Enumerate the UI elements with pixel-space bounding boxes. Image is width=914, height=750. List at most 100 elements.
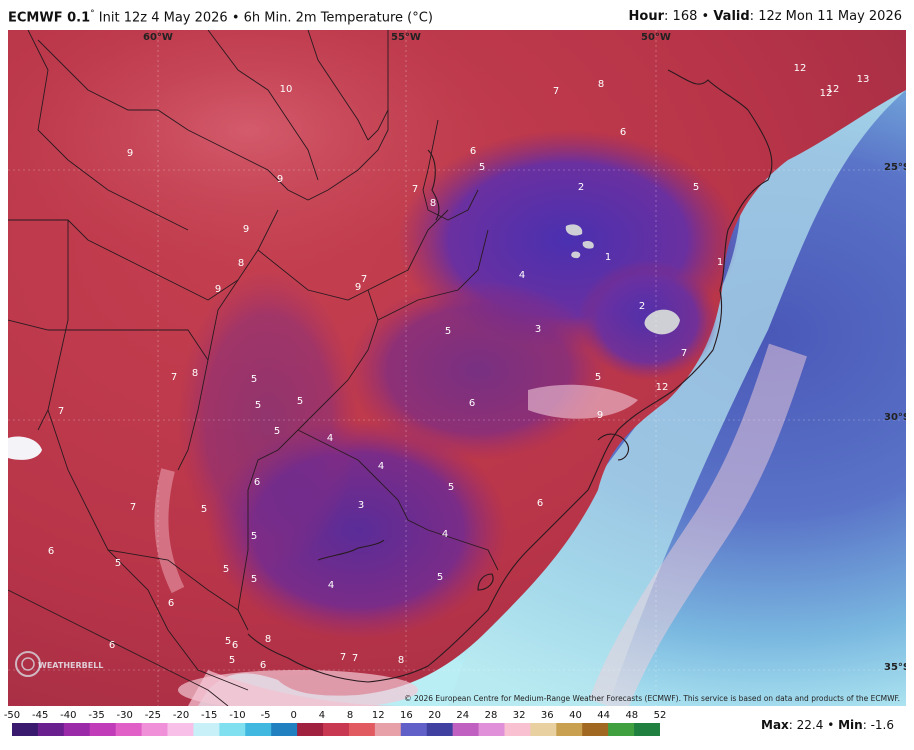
colorbar-tick-label: 28 [484,710,498,721]
colorbar-tick-label: 24 [456,710,470,721]
contour-label: 2 [578,182,584,193]
contour-label: 7 [361,274,367,285]
longitude-label: 55°W [391,32,421,43]
contour-label: 9 [355,282,361,293]
colorbar-swatch [452,723,480,736]
colorbar-tick-label: 0 [290,710,297,721]
contour-label: 6 [109,640,115,651]
colorbar-tick-label: 32 [512,710,526,721]
contour-label: 9 [243,224,249,235]
borders [8,30,499,706]
colorbar-tick-label: 12 [371,710,385,721]
colorbar-swatch [478,723,505,736]
latitude-label: 30°S [884,412,906,423]
colorbar-tick-label: 16 [400,710,413,721]
valid-time-info: Hour: 168 • Valid: 12z Mon 11 May 2026 [628,9,902,24]
contour-label: 6 [469,398,475,409]
degree-mark: ° [90,9,95,19]
valid-label: Valid [713,9,750,24]
contour-label: 5 [445,326,451,337]
contour-label: 6 [168,598,174,609]
contour-label: 6 [232,640,238,651]
contour-label: 8 [265,634,271,645]
model-name: ECMWF 0.1 [8,10,91,26]
hour-label: Hour [628,9,665,24]
colorbar [12,723,660,736]
colorbar-tick-label: -45 [32,710,49,721]
separator-bullet: • [231,10,240,26]
min-value: -1.6 [870,718,894,732]
contour-label: 12 [827,84,840,95]
colorbar-tick-label: -50 [3,710,21,721]
colorbar-tick-label: 48 [625,710,639,721]
longitude-label: 60°W [143,32,173,43]
contour-label: 5 [595,372,601,383]
contour-label: 5 [115,558,121,569]
contour-label: 5 [255,400,261,411]
contour-label: 7 [130,502,136,513]
contour-label: 5 [274,426,280,437]
weatherbell-logo: WEATHERBELL [15,651,103,677]
colorbar-swatch [12,723,39,736]
contour-label: 4 [328,580,334,591]
contour-label: 8 [398,655,404,666]
contour-label: 7 [553,86,559,97]
contour-label: 6 [260,660,266,671]
contour-label: 7 [681,348,687,359]
colorbar-swatch [297,723,324,736]
contour-label: 5 [229,655,235,666]
colorbar-swatch [323,723,350,736]
contour-label: 6 [537,498,543,509]
colorbar-swatch [271,723,298,736]
contour-label: 1 [717,257,723,268]
colorbar-tick-label: 44 [597,710,611,721]
contour-label: 2 [639,301,645,312]
max-min-values: Max: 22.4 • Min: -1.6 [761,718,894,732]
colorbar-swatch [167,723,194,736]
colorbar-tick-label: -15 [201,710,218,721]
contour-label: 5 [251,374,257,385]
colorbar-swatch [426,723,454,736]
copyright-notice: © 2026 European Centre for Medium-Range … [404,694,900,703]
contour-label: 6 [48,546,54,557]
contour-label: 7 [352,653,358,664]
contour-label: 5 [297,396,303,407]
contour-label: 9 [215,284,221,295]
colorbar-swatch [530,723,557,736]
contour-label: 5 [448,482,454,493]
contour-label: 4 [378,461,384,472]
max-label: Max [761,718,789,732]
contour-label: 6 [620,127,626,138]
colorbar-tick-label: -5 [260,710,271,721]
colorbar-tick-label: -10 [229,710,246,721]
max-value: 22.4 [796,718,824,732]
coastline [247,69,773,683]
colorbar-tick-label: -40 [60,710,77,721]
colorbar-swatch [608,723,635,736]
map-title: ECMWF 0.1° Init 12z 4 May 2026 • 6h Min.… [8,9,433,25]
contour-label: 8 [430,198,436,209]
latitude-label: 25°S [884,162,906,173]
colorbar-tick-label: -30 [116,710,133,721]
contour-label: 8 [238,258,244,269]
contour-label: 9 [597,410,603,421]
contour-label: 1 [605,252,611,263]
contour-label: 12 [820,88,833,99]
contour-label: 7 [58,406,64,417]
contour-label: 5 [479,162,485,173]
contour-label: 7 [171,372,177,383]
colorbar-swatch [89,723,117,736]
contour-label: 10 [280,84,293,95]
colorbar-swatch [219,723,246,736]
colorbar-swatch [582,723,609,736]
colorbar-swatch [37,723,65,736]
colorbar-swatch [245,723,272,736]
colorbar-tick-label: 52 [653,710,667,721]
colorbar-swatch [556,723,583,736]
contour-label: 8 [598,79,604,90]
colorbar-swatch [115,723,143,736]
latitude-label: 35°S [884,662,906,673]
map-header: ECMWF 0.1° Init 12z 4 May 2026 • 6h Min.… [0,0,914,30]
